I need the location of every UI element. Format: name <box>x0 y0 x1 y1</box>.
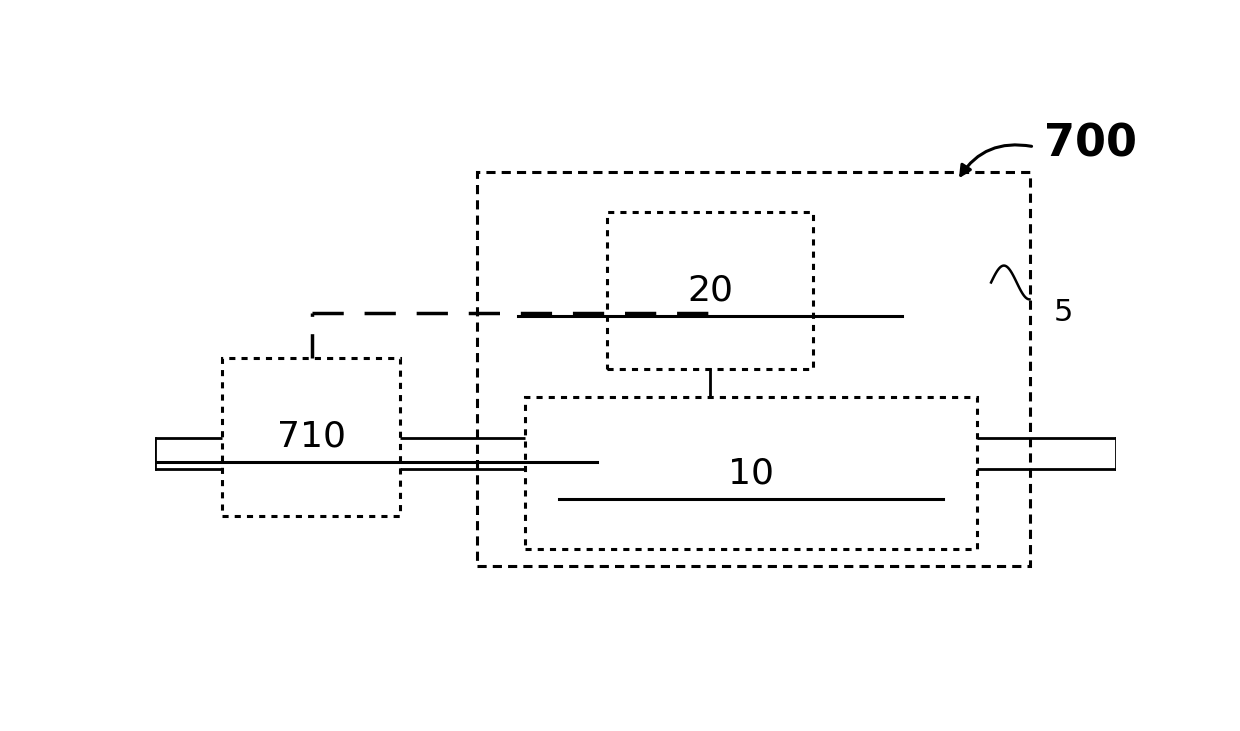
FancyBboxPatch shape <box>222 358 401 515</box>
Text: 5: 5 <box>1054 298 1073 327</box>
FancyBboxPatch shape <box>525 398 977 549</box>
Text: 10: 10 <box>728 456 774 491</box>
FancyBboxPatch shape <box>606 211 813 369</box>
FancyBboxPatch shape <box>477 172 1029 566</box>
Text: 700: 700 <box>1044 123 1137 165</box>
Text: 20: 20 <box>687 273 733 307</box>
Text: 710: 710 <box>277 420 346 454</box>
